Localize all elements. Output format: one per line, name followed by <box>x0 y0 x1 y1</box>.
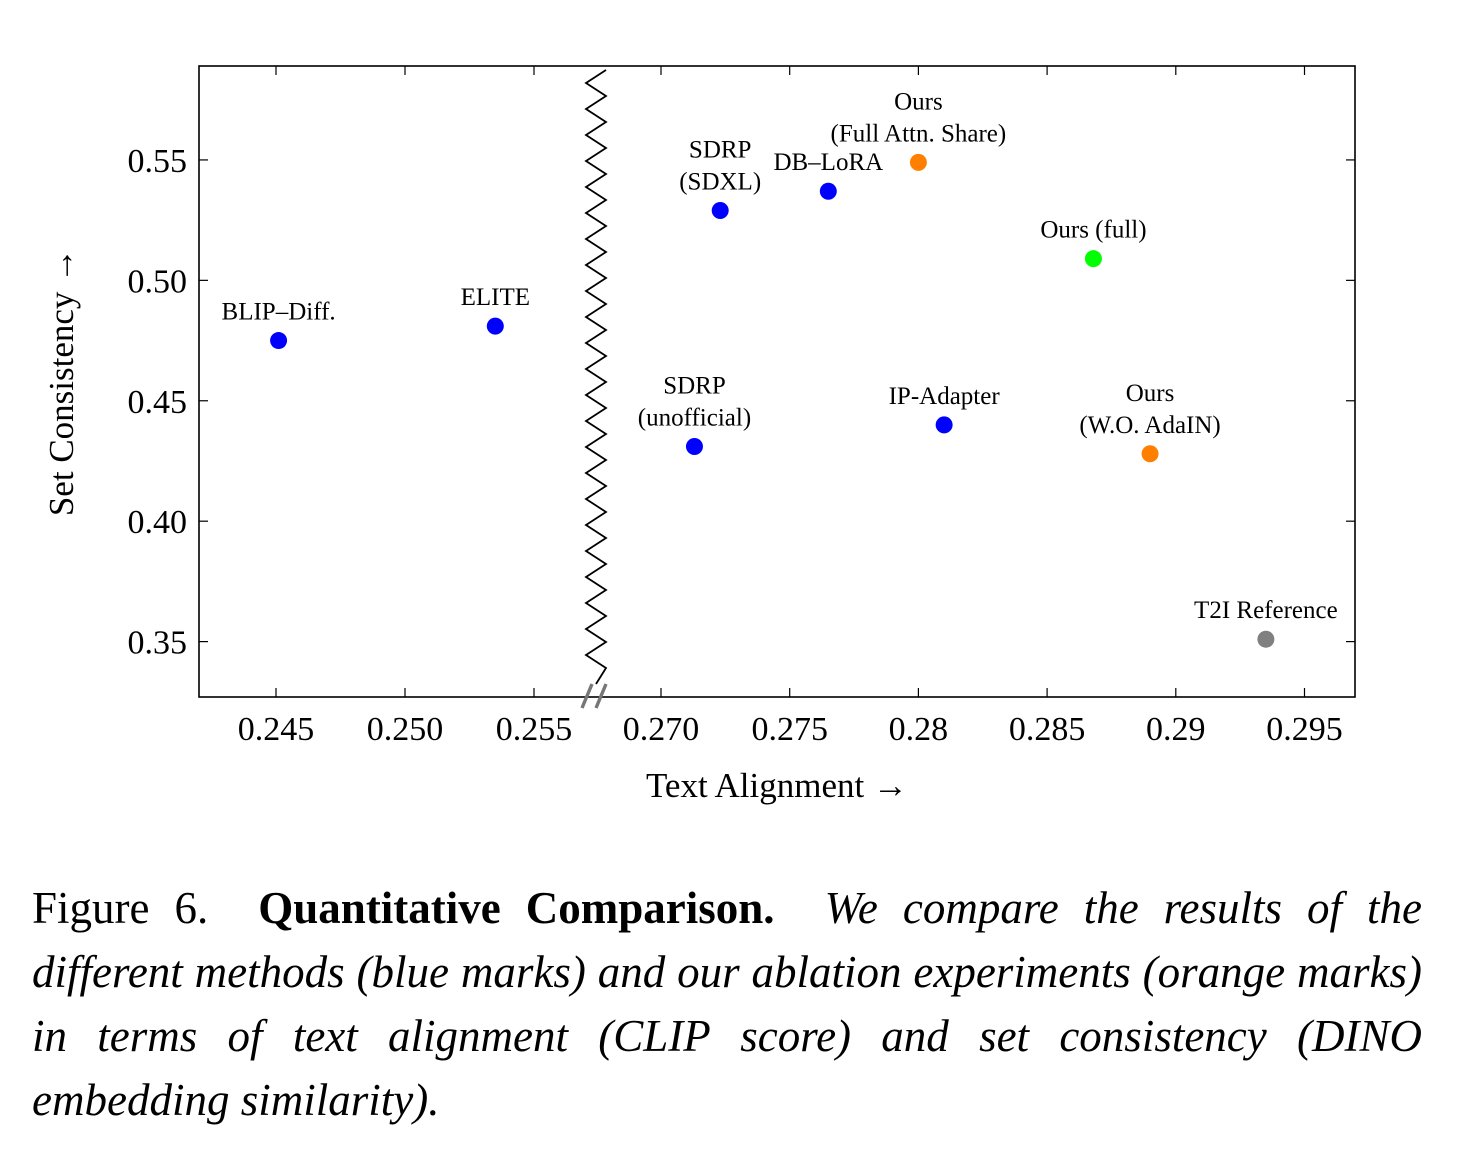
scatter-chart: 0.245 0.250 0.255 0.270 0.275 0.28 0.285 0.29 0.… <box>42 65 1356 805</box>
data-point <box>1257 630 1275 648</box>
x-tick-label: 0.295 <box>1266 711 1343 748</box>
point-label: Ours (full) <box>1040 217 1146 244</box>
y-tick-label: 0.35 <box>128 625 188 662</box>
point-label: Ours <box>1126 380 1175 407</box>
point-label: (W.O. AdaIN) <box>1079 412 1220 439</box>
point-label: SDRP <box>663 373 726 400</box>
axis-break-zigzag <box>584 69 608 685</box>
x-tick-label: 0.285 <box>1009 711 1086 748</box>
x-tick-label: 0.255 <box>496 711 573 748</box>
point-label: DB–LoRA <box>773 149 883 176</box>
point-label: (unofficial) <box>638 405 751 432</box>
axis-break-marker <box>580 683 608 709</box>
x-tick-label: 0.245 <box>238 711 315 748</box>
data-point <box>1084 250 1102 268</box>
x-tick-label: 0.28 <box>889 711 949 748</box>
point-label: (Full Attn. Share) <box>831 120 1007 147</box>
data-point <box>935 416 953 434</box>
point-label: BLIP–Diff. <box>222 299 336 326</box>
point-label: T2I Reference <box>1194 597 1338 624</box>
x-tick-label: 0.29 <box>1146 711 1206 748</box>
x-tick-label: 0.250 <box>367 711 444 748</box>
data-point <box>486 317 504 335</box>
x-tick-label: 0.270 <box>623 711 700 748</box>
y-tick-label: 0.40 <box>128 504 188 541</box>
data-point <box>685 438 703 456</box>
data-point <box>909 153 927 171</box>
point-label: SDRP <box>689 137 752 164</box>
data-point <box>711 202 729 220</box>
plot-frame <box>198 65 1356 698</box>
x-tick-label: 0.275 <box>751 711 828 748</box>
point-label: IP-Adapter <box>889 383 1001 410</box>
y-tick-label: 0.55 <box>128 143 188 180</box>
y-axis-title: Set Consistency → <box>42 248 81 516</box>
point-label: (SDXL) <box>679 169 761 196</box>
data-point <box>819 182 837 200</box>
point-label: ELITE <box>461 284 530 311</box>
point-label: Ours <box>894 88 943 115</box>
y-tick-label: 0.45 <box>128 384 188 421</box>
caption-text: We compare the results of the different … <box>32 883 1423 1125</box>
x-axis-title: Text Alignment → <box>646 766 908 805</box>
caption-title: Quantitative Comparison. <box>258 883 775 933</box>
figure-caption: Figure 6. Quantitative Comparison. We co… <box>32 876 1422 1132</box>
data-point <box>1141 445 1159 463</box>
caption-figure-number: Figure 6. <box>32 883 209 933</box>
data-point <box>270 332 288 350</box>
y-tick-label: 0.50 <box>128 263 188 300</box>
